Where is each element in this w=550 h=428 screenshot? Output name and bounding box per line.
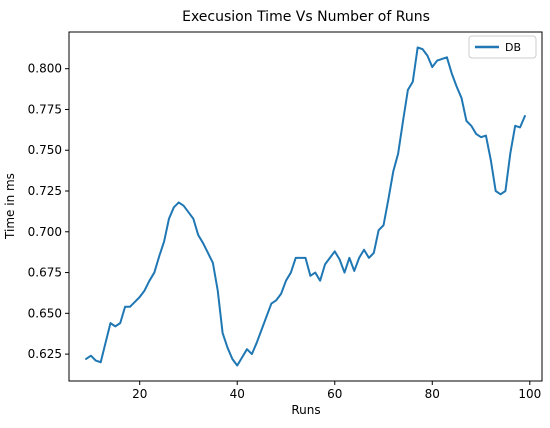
x-axis-label: Runs [291,403,320,417]
y-axis-ticks: 0.625 0.650 0.675 0.700 0.725 0.750 0.775 0.800 [28,62,69,361]
y-tick-label: 0.750 [28,143,62,157]
y-tick-label: 0.775 [28,102,62,116]
plot-frame [68,31,543,382]
y-tick-label: 0.800 [28,62,62,76]
x-tick-label: 60 [327,387,342,401]
y-tick-label: 0.650 [28,306,62,320]
x-tick-label: 100 [518,387,541,401]
y-tick-label: 0.700 [28,225,62,239]
y-axis-label: Time in ms [3,173,17,240]
x-axis-ticks: 20 40 60 80 100 [132,381,541,401]
x-tick-label: 40 [230,387,245,401]
chart-title: Execusion Time Vs Number of Runs [182,9,430,25]
y-tick-label: 0.675 [28,266,62,280]
x-tick-label: 80 [425,387,440,401]
legend-label-db: DB [505,41,521,54]
series-line-db [85,46,526,367]
series-group [85,46,526,367]
plot-area [69,32,542,381]
legend: DB [468,35,537,59]
y-tick-label: 0.725 [28,184,62,198]
y-tick-label: 0.625 [28,347,62,361]
legend-box [468,35,537,59]
x-tick-label: 20 [132,387,147,401]
